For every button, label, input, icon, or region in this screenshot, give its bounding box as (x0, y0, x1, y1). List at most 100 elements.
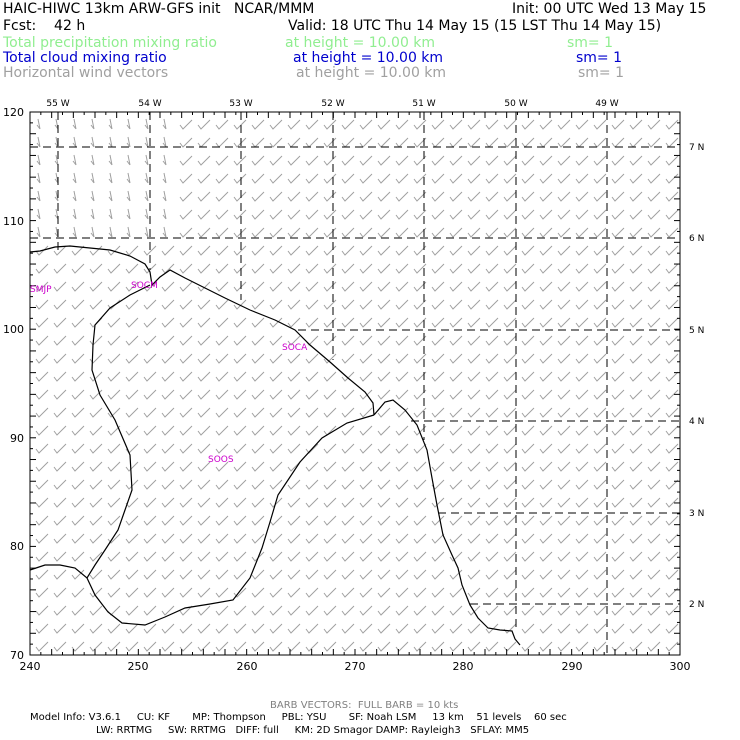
wind-barb (305, 371, 319, 382)
wind-barb (341, 389, 355, 400)
wind-barb (521, 479, 535, 490)
wind-barb (665, 317, 679, 328)
wind-barb (449, 515, 463, 526)
wind-barb (557, 281, 571, 292)
wind-barb (197, 425, 211, 436)
wind-barbs (35, 118, 679, 652)
wind-barb (197, 443, 211, 454)
wind-barb (431, 389, 445, 400)
wind-barb (647, 155, 661, 166)
wind-barb (539, 137, 553, 148)
wind-barb (251, 173, 265, 184)
wind-barb (269, 191, 283, 202)
wind-barb (161, 479, 175, 490)
wind-barb (539, 173, 553, 184)
wind-barb (341, 569, 355, 580)
wind-barb (71, 587, 85, 598)
wind-barb (251, 281, 265, 292)
wind-barb (161, 623, 175, 634)
wind-barb (71, 353, 85, 364)
wind-barb (35, 497, 49, 508)
wind-barb (125, 317, 139, 328)
wind-barb (611, 191, 625, 202)
wind-barb (35, 407, 49, 418)
wind-barb (557, 353, 571, 364)
wind-barb (647, 425, 661, 436)
wind-barb (413, 587, 427, 598)
wind-barb (485, 155, 499, 166)
wind-barb (593, 155, 607, 166)
wind-barb (449, 389, 463, 400)
wind-barb (233, 551, 247, 562)
wind-barb (251, 227, 265, 238)
wind-barb (377, 209, 391, 220)
wind-barb (377, 569, 391, 580)
wind-barb (269, 515, 283, 526)
wind-barb (359, 587, 373, 598)
wind-barb (449, 623, 463, 634)
wind-barb (53, 443, 67, 454)
wind-barb (251, 155, 265, 166)
wind-barb (359, 569, 373, 580)
wind-barb (305, 479, 319, 490)
wind-barb (197, 137, 211, 148)
wind-barb (53, 605, 67, 616)
wind-barb (665, 371, 679, 382)
wind-barb (89, 353, 103, 364)
wind-barb (143, 353, 157, 364)
wind-barb (233, 497, 247, 508)
wind-barb (143, 551, 157, 562)
wind-barb (539, 155, 553, 166)
wind-barb (575, 605, 589, 616)
wind-barb (341, 587, 355, 598)
wind-barb (503, 227, 517, 238)
wind-barb (71, 623, 85, 634)
wind-barb (503, 191, 517, 202)
wind-barb (557, 245, 571, 256)
wind-barb (144, 208, 149, 220)
wind-barb (611, 119, 625, 130)
wind-barb (161, 299, 175, 310)
wind-barb (377, 263, 391, 274)
wind-barb (521, 119, 535, 130)
wind-barb (611, 155, 625, 166)
wind-barb (359, 317, 373, 328)
wind-barb (611, 227, 625, 238)
wind-barb (575, 623, 589, 634)
wind-barb (503, 317, 517, 328)
wind-barb (611, 461, 625, 472)
wind-barb (485, 641, 499, 652)
wind-barb (269, 389, 283, 400)
wind-barb (107, 407, 121, 418)
wind-barb (233, 281, 247, 292)
wind-barb (485, 137, 499, 148)
wind-barb (107, 353, 121, 364)
wind-barb (143, 245, 157, 256)
wind-barb (215, 533, 229, 544)
field-cloud-height: at height = 10.00 km (293, 50, 444, 66)
wind-barb (557, 515, 571, 526)
border-south-inner (86, 414, 375, 626)
wind-barb (287, 227, 301, 238)
wind-barb (179, 497, 193, 508)
wind-barb (539, 281, 553, 292)
wind-barb (71, 245, 85, 256)
wind-barb (179, 569, 193, 580)
wind-barb (485, 425, 499, 436)
wind-barb (126, 172, 131, 184)
wind-barb (53, 533, 67, 544)
wind-barb (161, 461, 175, 472)
wind-barb (161, 641, 175, 652)
wind-barb (161, 605, 175, 616)
wind-barb (629, 533, 643, 544)
wind-barb (449, 461, 463, 472)
wind-barb (665, 479, 679, 490)
wind-barb (359, 245, 373, 256)
wind-barb (251, 587, 265, 598)
wind-barb (53, 587, 67, 598)
axis-ticks (29, 111, 681, 656)
station-labels: SMJP SOCM SOCA SOOS (30, 281, 308, 465)
wind-barb (71, 605, 85, 616)
wind-barb (647, 137, 661, 148)
wind-barb (107, 515, 121, 526)
